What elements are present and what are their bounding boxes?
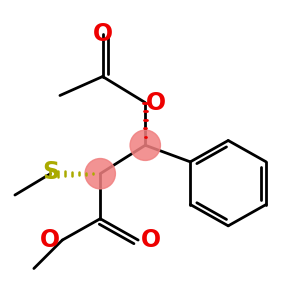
Circle shape bbox=[130, 130, 160, 160]
Text: O: O bbox=[92, 22, 113, 46]
Text: O: O bbox=[140, 228, 160, 252]
Text: O: O bbox=[40, 228, 60, 252]
Text: O: O bbox=[146, 91, 166, 115]
Circle shape bbox=[85, 158, 116, 189]
Text: S: S bbox=[42, 160, 59, 184]
